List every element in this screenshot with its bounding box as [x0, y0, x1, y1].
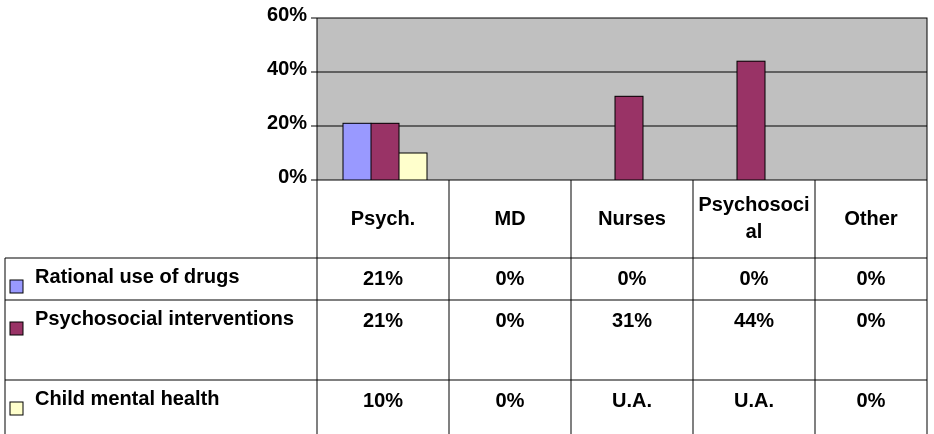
category-label: Psychosocial	[698, 194, 810, 243]
bar	[342, 122, 372, 181]
legend-label: Rational use of drugs	[35, 266, 240, 288]
legend-key	[9, 401, 24, 416]
legend-label: Child mental health	[35, 388, 220, 410]
value-label: 44%	[733, 310, 775, 332]
value-label: 0%	[495, 310, 525, 332]
y-tick-label: 40%	[266, 58, 307, 80]
value-label: 0%	[495, 390, 525, 412]
value-label: 0%	[495, 268, 525, 290]
legend-key	[9, 321, 24, 336]
category-label: Other	[844, 207, 898, 230]
value-label: U.A.	[734, 390, 774, 412]
value-label: 0%	[856, 268, 886, 290]
category-label: Psych.	[350, 207, 416, 230]
y-tick-label: 60%	[266, 4, 307, 26]
value-label: 21%	[362, 268, 404, 290]
value-label: 0%	[856, 310, 886, 332]
bar	[370, 122, 400, 181]
category-label: Nurses	[598, 207, 666, 230]
value-label: 0%	[856, 390, 886, 412]
value-label: 10%	[362, 390, 404, 412]
bar	[736, 60, 766, 181]
value-label: 0%	[739, 268, 769, 290]
y-tick-label: 20%	[266, 112, 307, 134]
legend-label: Psychosocial interventions	[35, 308, 294, 330]
bar	[398, 152, 428, 181]
value-label: U.A.	[612, 390, 652, 412]
value-label: 31%	[611, 310, 653, 332]
bar	[614, 95, 644, 181]
y-tick-label: 0%	[278, 166, 307, 188]
value-label: 0%	[617, 268, 647, 290]
category-label: MD	[494, 207, 526, 230]
value-label: 21%	[362, 310, 404, 332]
legend-key	[9, 279, 24, 294]
